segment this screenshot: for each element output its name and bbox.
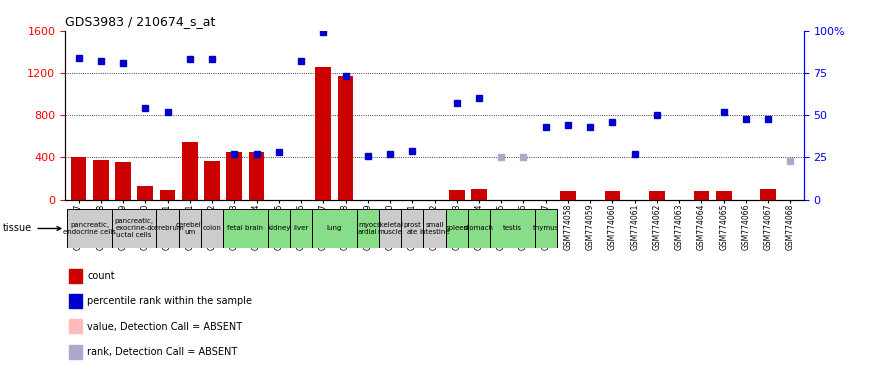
Bar — [379, 209, 401, 248]
Bar — [160, 190, 176, 200]
Text: colon: colon — [202, 225, 222, 232]
Bar — [69, 294, 83, 308]
Bar — [249, 152, 264, 200]
Text: value, Detection Call = ABSENT: value, Detection Call = ABSENT — [87, 321, 242, 331]
Text: myoc
ardial: myoc ardial — [358, 222, 377, 235]
Bar — [223, 209, 268, 248]
Bar — [338, 76, 354, 200]
Bar — [716, 191, 732, 200]
Text: cerebell
um: cerebell um — [176, 222, 203, 235]
Text: stomach: stomach — [464, 225, 494, 232]
Text: small
intestine: small intestine — [419, 222, 450, 235]
Text: count: count — [87, 271, 115, 281]
Bar — [315, 67, 331, 200]
Bar — [70, 157, 86, 200]
Bar — [471, 189, 487, 200]
Bar — [446, 209, 468, 248]
Bar — [137, 186, 153, 200]
Text: prost
ate: prost ate — [403, 222, 421, 235]
Bar — [201, 209, 223, 248]
Bar — [156, 209, 179, 248]
Bar — [490, 209, 534, 248]
Bar — [204, 161, 220, 200]
Text: tissue: tissue — [3, 223, 61, 233]
Bar — [227, 152, 242, 200]
Text: skeletal
muscle: skeletal muscle — [376, 222, 403, 235]
Bar — [312, 209, 356, 248]
Text: liver: liver — [294, 225, 308, 232]
Bar — [268, 209, 290, 248]
Bar — [649, 191, 665, 200]
Text: thymus: thymus — [533, 225, 559, 232]
Text: GDS3983 / 210674_s_at: GDS3983 / 210674_s_at — [65, 15, 216, 28]
Text: cerebrum: cerebrum — [150, 225, 184, 232]
Bar — [68, 209, 112, 248]
Text: kidney: kidney — [267, 225, 290, 232]
Bar — [534, 209, 557, 248]
Bar — [605, 191, 620, 200]
Bar — [468, 209, 490, 248]
Bar — [423, 209, 446, 248]
Bar — [561, 191, 576, 200]
Bar — [449, 190, 465, 200]
Text: lung: lung — [327, 225, 342, 232]
Bar — [69, 269, 83, 283]
Text: rank, Detection Call = ABSENT: rank, Detection Call = ABSENT — [87, 347, 237, 357]
Text: pancreatic,
exocrine-d
uctal cells: pancreatic, exocrine-d uctal cells — [115, 218, 154, 238]
Bar — [116, 162, 131, 200]
Bar — [693, 191, 709, 200]
Bar — [401, 209, 423, 248]
Bar — [356, 209, 379, 248]
Bar — [112, 209, 156, 248]
Text: percentile rank within the sample: percentile rank within the sample — [87, 296, 252, 306]
Bar — [182, 142, 197, 200]
Bar — [93, 160, 109, 200]
Text: fetal brain: fetal brain — [228, 225, 263, 232]
Text: testis: testis — [503, 225, 522, 232]
Bar — [69, 319, 83, 333]
Bar — [179, 209, 201, 248]
Bar — [760, 189, 776, 200]
Text: spleen: spleen — [445, 225, 468, 232]
Bar — [69, 345, 83, 359]
Text: pancreatic,
endocrine cells: pancreatic, endocrine cells — [63, 222, 116, 235]
Bar — [290, 209, 312, 248]
